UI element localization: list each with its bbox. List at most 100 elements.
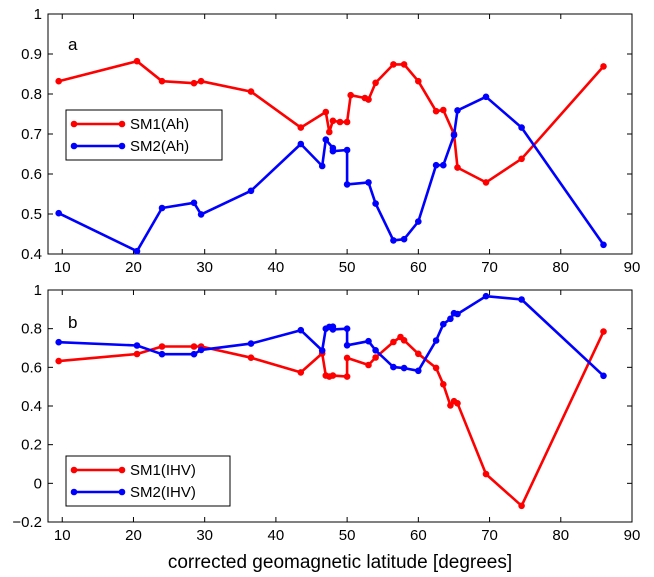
data-point-sm1-ah xyxy=(365,96,372,103)
data-point-sm2-ihv xyxy=(55,338,62,346)
data-point-sm2-ah xyxy=(247,187,255,195)
x-axis-b: 10 20 30 40 50 60 70 80 90 xyxy=(54,290,640,544)
y-tick-label: 0.4 xyxy=(21,246,42,263)
data-point-sm1-ihv xyxy=(343,354,351,362)
x-tick-label: 50 xyxy=(339,259,356,276)
data-point-sm1-ihv xyxy=(190,343,198,350)
series-line-sm1-ah xyxy=(58,59,605,184)
y-tick-label: 0.8 xyxy=(21,321,42,338)
data-point-sm2-ah xyxy=(600,241,607,249)
data-point-sm2-ihv xyxy=(190,350,198,358)
legend-box-b xyxy=(65,455,231,507)
panel-a: 0.4 0.5 0.6 0.7 0.8 0.9 1 10 20 30 40 50 60 70 80 90 a… xyxy=(21,6,640,276)
data-point-sm2-ihv xyxy=(600,372,607,380)
data-point-sm2-ihv xyxy=(343,325,351,333)
series-layer-b xyxy=(55,292,607,510)
data-point-sm2-ah xyxy=(329,147,337,155)
data-point-sm1-ah xyxy=(336,118,344,126)
legend-a: SM1(Ah) SM2(Ah) xyxy=(65,109,223,161)
data-point-sm1-ihv xyxy=(158,343,166,350)
data-point-sm2-ah xyxy=(318,162,326,170)
data-point-sm2-ah xyxy=(197,211,205,218)
y-tick-label: 0.6 xyxy=(21,359,42,376)
data-point-sm1-ihv xyxy=(247,354,255,362)
data-point-sm1-ihv xyxy=(482,470,490,478)
data-point-sm1-ihv xyxy=(365,361,372,369)
legend-marker-sm2-ihv xyxy=(118,488,126,496)
data-point-sm2-ah xyxy=(133,247,141,255)
x-tick-label: 70 xyxy=(481,259,498,276)
data-point-sm1-ah xyxy=(190,79,198,87)
x-tick-label: 60 xyxy=(410,259,427,276)
data-point-sm1-ah xyxy=(133,57,141,65)
x-tick-label: 90 xyxy=(624,259,641,276)
x-tick-label: 50 xyxy=(339,527,356,544)
y-axis-b: −0.2 0 0.2 0.4 0.6 0.8 1 xyxy=(12,282,632,531)
y-tick-label: 1 xyxy=(34,282,42,299)
panel-label-b: b xyxy=(68,313,77,332)
legend-marker-sm1-ah xyxy=(118,120,126,128)
legend-marker-sm2-ihv xyxy=(70,488,78,496)
data-point-sm2-ihv xyxy=(329,326,337,333)
data-point-sm2-ah xyxy=(322,136,330,143)
data-point-sm2-ihv xyxy=(400,364,408,372)
data-point-sm1-ihv xyxy=(343,373,351,380)
data-point-sm2-ihv xyxy=(454,310,461,318)
data-point-sm2-ah xyxy=(365,179,372,186)
legend-marker-sm2-ah xyxy=(118,142,126,150)
data-point-sm1-ah xyxy=(329,117,337,125)
data-point-sm2-ah xyxy=(343,181,351,188)
legend-label-sm2-ah: SM2(Ah) xyxy=(130,138,189,155)
legend-label-sm1-ah: SM1(Ah) xyxy=(130,116,189,133)
y-tick-label: 0.7 xyxy=(21,126,42,143)
y-tick-label: 0.8 xyxy=(21,86,42,103)
data-point-sm2-ihv xyxy=(365,337,372,345)
data-point-sm2-ah xyxy=(343,146,351,154)
y-axis-a: 0.4 0.5 0.6 0.7 0.8 0.9 1 xyxy=(21,6,632,263)
y-tick-label: −0.2 xyxy=(12,514,42,531)
data-point-sm1-ah xyxy=(55,77,62,85)
x-tick-label: 30 xyxy=(196,259,213,276)
data-point-sm1-ihv xyxy=(454,400,461,407)
data-point-sm2-ah xyxy=(190,199,198,207)
data-point-sm2-ihv xyxy=(447,315,454,323)
series-layer-a xyxy=(55,57,607,255)
data-point-sm1-ah xyxy=(322,108,330,116)
data-point-sm2-ihv xyxy=(440,320,447,328)
x-axis-a: 10 20 30 40 50 60 70 80 90 xyxy=(54,14,640,276)
data-point-sm1-ihv xyxy=(372,354,379,361)
y-tick-label: 0.5 xyxy=(21,206,42,223)
data-point-sm2-ihv xyxy=(390,363,397,371)
data-point-sm2-ihv xyxy=(482,292,490,300)
data-point-sm2-ihv xyxy=(133,342,141,349)
legend-marker-sm1-ihv xyxy=(70,466,78,474)
data-point-sm1-ah xyxy=(158,77,166,85)
legend-marker-sm2-ah xyxy=(70,142,78,150)
data-point-sm1-ihv xyxy=(600,328,607,335)
data-point-sm1-ah xyxy=(326,128,333,136)
data-point-sm2-ihv xyxy=(197,346,205,354)
x-tick-label: 30 xyxy=(196,527,213,544)
x-tick-label: 10 xyxy=(54,527,71,544)
x-axis-title: corrected geomagnetic latitude [degrees] xyxy=(168,552,512,573)
data-point-sm2-ah xyxy=(297,140,305,148)
data-point-sm2-ihv xyxy=(297,326,305,334)
data-point-sm1-ah xyxy=(372,79,379,87)
legend-b: SM1(IHV) SM2(IHV) xyxy=(65,455,231,507)
x-tick-label: 20 xyxy=(125,527,142,544)
legend-marker-sm1-ah xyxy=(70,120,78,128)
data-point-sm2-ah xyxy=(450,131,458,139)
data-point-sm2-ah xyxy=(454,107,461,114)
data-point-sm2-ihv xyxy=(318,347,326,354)
y-tick-label: 0 xyxy=(34,475,42,492)
data-point-sm1-ihv xyxy=(400,337,408,344)
data-point-sm1-ah xyxy=(518,155,525,163)
x-tick-label: 40 xyxy=(268,527,285,544)
y-tick-label: 1 xyxy=(34,6,42,23)
x-tick-label: 20 xyxy=(125,259,142,276)
panel-label-a: a xyxy=(68,35,78,54)
data-point-sm1-ah xyxy=(197,77,205,85)
y-tick-label: 0.6 xyxy=(21,166,42,183)
x-tick-label: 40 xyxy=(268,259,285,276)
